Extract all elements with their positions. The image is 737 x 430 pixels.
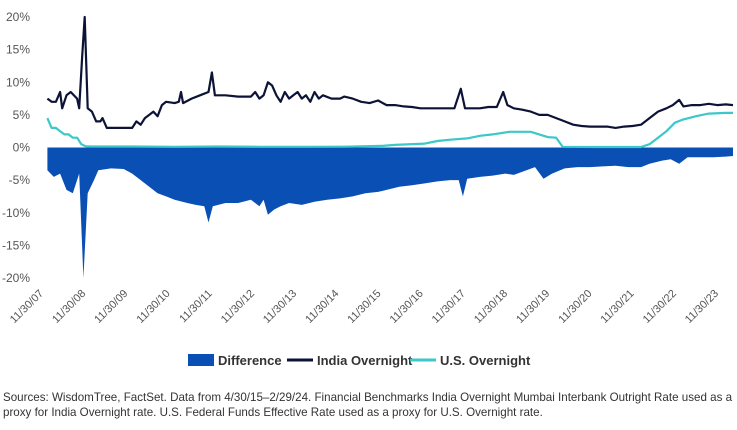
series-u-s-overnight-line xyxy=(46,111,733,149)
x-tick-label: 11/30/15 xyxy=(345,288,383,326)
legend-item-difference: Difference xyxy=(188,353,282,368)
x-tick-label: 11/30/13 xyxy=(261,288,299,326)
y-tick-label: 5% xyxy=(13,108,31,122)
x-tick-label: 11/30/19 xyxy=(514,288,552,326)
y-tick-label: 10% xyxy=(6,75,30,89)
x-tick-label: 11/30/08 xyxy=(50,288,88,326)
line-layer xyxy=(46,15,734,149)
x-tick-label: 11/30/21 xyxy=(599,288,637,326)
y-tick-label: 20% xyxy=(6,10,30,24)
y-tick-label: 0% xyxy=(13,141,31,155)
source-note: Sources: WisdomTree, FactSet. Data from … xyxy=(3,391,733,419)
y-tick-label: 15% xyxy=(6,43,30,57)
legend-swatch xyxy=(188,354,214,366)
y-tick-label: -15% xyxy=(2,238,30,252)
x-tick-label: 11/30/20 xyxy=(556,288,594,326)
area-layer xyxy=(47,147,733,278)
legend-label: Difference xyxy=(218,353,282,368)
x-tick-label: 11/30/07 xyxy=(8,288,46,326)
x-tick-label: 11/30/09 xyxy=(92,288,130,326)
series-difference-area xyxy=(47,147,733,278)
y-tick-label: -5% xyxy=(9,173,31,187)
x-tick-label: 11/30/18 xyxy=(472,288,510,326)
x-tick-label: 11/30/12 xyxy=(219,288,257,326)
x-tick-label: 11/30/16 xyxy=(388,288,426,326)
legend: Difference India Overnight U.S. Overnight xyxy=(188,353,531,368)
y-tick-label: -10% xyxy=(2,206,30,220)
legend-item-u-s-overnight: U.S. Overnight xyxy=(410,353,531,368)
y-tick-label: -20% xyxy=(2,271,30,285)
x-tick-label: 11/30/10 xyxy=(134,288,172,326)
y-axis: 20% 15% 10% 5% 0% -5% -10% -15% -20% xyxy=(2,10,30,285)
x-tick-label: 11/30/22 xyxy=(641,288,679,326)
legend-label: U.S. Overnight xyxy=(440,353,531,368)
x-tick-label: 11/30/17 xyxy=(430,288,468,326)
x-tick-label: 11/30/14 xyxy=(303,288,341,326)
x-axis: 11/30/07 11/30/08 11/30/09 11/30/10 11/30/11… xyxy=(8,288,721,326)
x-tick-label: 11/30/11 xyxy=(177,288,215,326)
x-tick-label: 11/30/23 xyxy=(683,288,721,326)
series-india-overnight-line xyxy=(46,15,734,129)
rate-chart: 20%15%10%5%0%-5%-10%-15%-20% 11/30/07 11/… xyxy=(2,10,734,368)
legend-label: India Overnight xyxy=(317,353,413,368)
legend-item-india-overnight: India Overnight xyxy=(287,353,413,368)
